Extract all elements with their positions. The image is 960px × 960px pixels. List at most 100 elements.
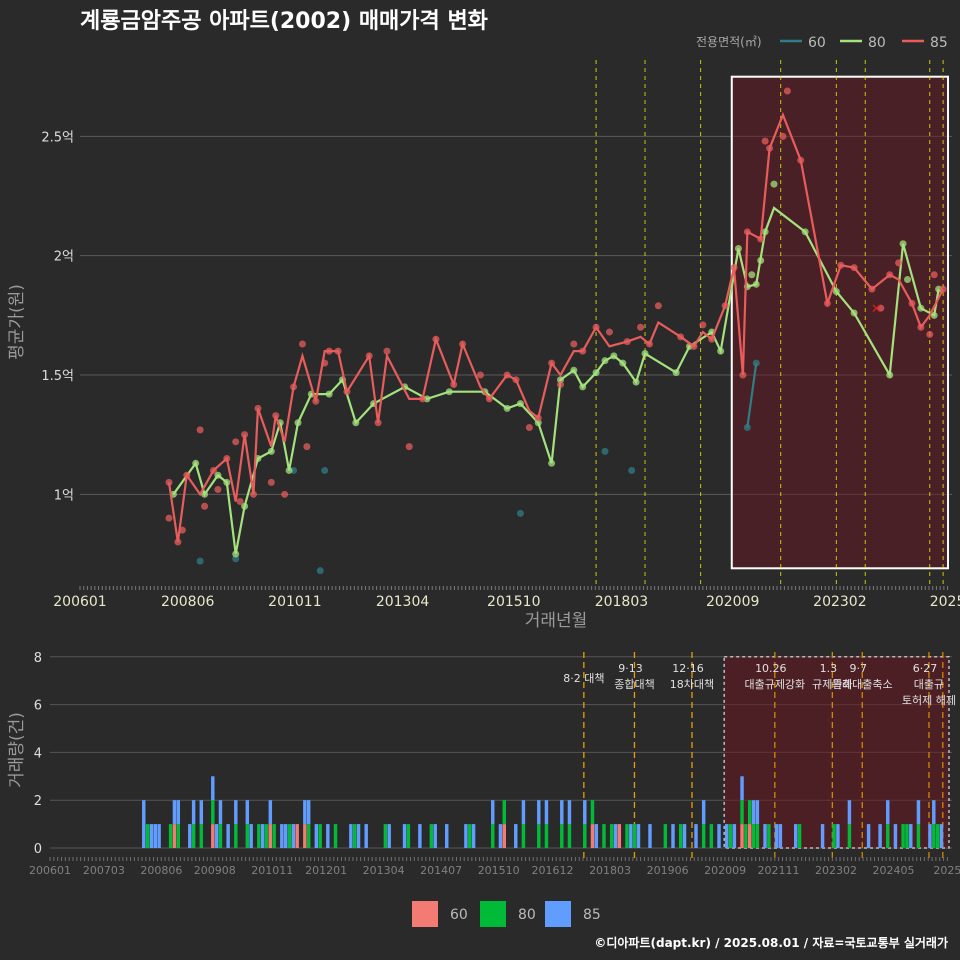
bar-80-62 <box>287 824 292 848</box>
bar-80-74 <box>333 824 338 848</box>
bar-80-231 <box>935 824 940 848</box>
bar-85-201 <box>820 824 825 848</box>
bar-85-184 <box>755 800 760 825</box>
bar-85-26 <box>149 824 154 848</box>
bar-80-99 <box>429 824 434 848</box>
point-60-3 <box>316 567 324 575</box>
policy-label-2-0: 12·16 <box>672 662 704 675</box>
point-85-49 <box>654 302 662 310</box>
bar-85-60 <box>280 824 284 848</box>
y-tick-label-3: 2.5억 <box>41 130 74 145</box>
bar-85-213 <box>866 824 871 848</box>
bar-85-165 <box>682 824 687 848</box>
bar-85-110 <box>471 824 476 848</box>
bar-85-153 <box>636 824 641 848</box>
bar-80-144 <box>602 824 606 848</box>
bar-y-tick-label-3: 6 <box>34 699 42 714</box>
bar-80-139 <box>583 824 587 848</box>
bar-85-52 <box>249 824 253 848</box>
point-85-52 <box>699 321 707 329</box>
bar-85-24 <box>142 800 146 848</box>
bar-x-tick-label-1: 200703 <box>83 864 125 877</box>
bar-legend-label-80: 80 <box>518 907 536 923</box>
bar-80-93 <box>406 824 411 848</box>
legend-label-85: 85 <box>930 35 948 51</box>
point-80-50 <box>904 276 912 284</box>
policy-label-1-1: 종합대책 <box>614 678 654 691</box>
bar-85-27 <box>153 824 157 848</box>
bar-85-88 <box>387 824 391 848</box>
bar-80-183 <box>751 824 756 848</box>
bar-80-31 <box>168 824 173 848</box>
bar-80-187 <box>767 824 771 848</box>
bar-80-33 <box>176 824 181 848</box>
x-axis-title: 거래년월 <box>525 611 588 631</box>
bar-85-186 <box>763 824 767 848</box>
bar-80-129 <box>544 824 549 848</box>
bar-60-180 <box>740 824 744 848</box>
bar-85-43 <box>214 824 219 848</box>
bar-85-226 <box>916 800 921 825</box>
bar-85-194 <box>793 824 798 848</box>
bar-85-82 <box>364 824 368 848</box>
point-85-29 <box>405 443 413 451</box>
bar-80-141 <box>590 800 595 825</box>
x-tick-label-7: 202302 <box>813 594 866 610</box>
x-tick-label-5: 201803 <box>595 594 648 610</box>
bar-x-tick-label-14: 202302 <box>815 864 857 877</box>
bar-80-37 <box>191 824 196 848</box>
bar-80-177 <box>728 824 733 848</box>
bar-85-96 <box>418 824 422 848</box>
point-85-73 <box>926 330 934 338</box>
policy-label-2-1: 18차대책 <box>670 678 714 691</box>
bar-80-208 <box>847 824 852 848</box>
bar-80-42 <box>211 800 215 825</box>
bar-85-36 <box>188 824 192 848</box>
legend-title: 전용면적(㎡) <box>696 35 762 49</box>
point-85-17 <box>281 490 289 498</box>
bar-85-135 <box>567 800 572 825</box>
bar-85-100 <box>433 824 437 848</box>
bar-85-51 <box>245 800 250 825</box>
point-85-5 <box>196 426 204 434</box>
bar-80-56 <box>264 824 269 848</box>
bar-80-58 <box>272 824 276 848</box>
bar-85-46 <box>226 824 230 848</box>
bar-60-182 <box>747 824 752 848</box>
point-85-74 <box>930 271 938 279</box>
bar-x-tick-label-12: 202009 <box>704 864 746 877</box>
point-85-59 <box>761 137 769 145</box>
bar-85-115 <box>491 800 495 825</box>
bar-85-162 <box>671 824 675 848</box>
point-85-45 <box>605 328 613 336</box>
bar-85-39 <box>199 800 204 825</box>
bar-80-51 <box>245 824 250 848</box>
x-tick-label-0: 200601 <box>53 594 106 610</box>
point-60-7 <box>628 466 636 474</box>
bar-80-150 <box>625 824 629 848</box>
bar-80-44 <box>218 824 223 848</box>
bar-85-66 <box>303 800 307 825</box>
bar-legend-label-60: 60 <box>450 907 468 923</box>
x-tick-label-8: 2025 <box>930 594 960 610</box>
bar-85-190 <box>778 824 783 848</box>
bar-80-180 <box>740 800 744 825</box>
bar-60-141 <box>590 824 595 848</box>
point-85-28 <box>383 347 391 355</box>
bar-85-180 <box>740 776 744 801</box>
bar-80-135 <box>567 824 572 848</box>
series-60 <box>196 359 760 575</box>
bar-x-tick-label-16: 2025 <box>933 864 960 877</box>
bar-x-tick-label-7: 201407 <box>420 864 462 877</box>
point-85-8 <box>214 486 222 494</box>
point-85-20 <box>303 443 311 451</box>
bar-80-164 <box>678 824 683 848</box>
point-85-41 <box>556 381 564 389</box>
bar-80-195 <box>797 824 802 848</box>
bar-80-218 <box>886 824 890 848</box>
policy-label-4-1: 규제완화 <box>812 678 852 691</box>
bar-80-184 <box>755 824 760 848</box>
point-85-11 <box>236 497 244 505</box>
